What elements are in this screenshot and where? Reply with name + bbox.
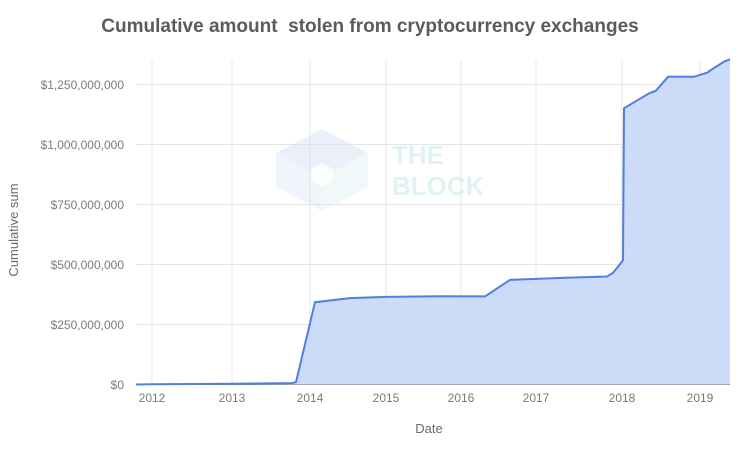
svg-text:BLOCK: BLOCK <box>392 171 485 201</box>
svg-text:THE: THE <box>392 140 444 170</box>
